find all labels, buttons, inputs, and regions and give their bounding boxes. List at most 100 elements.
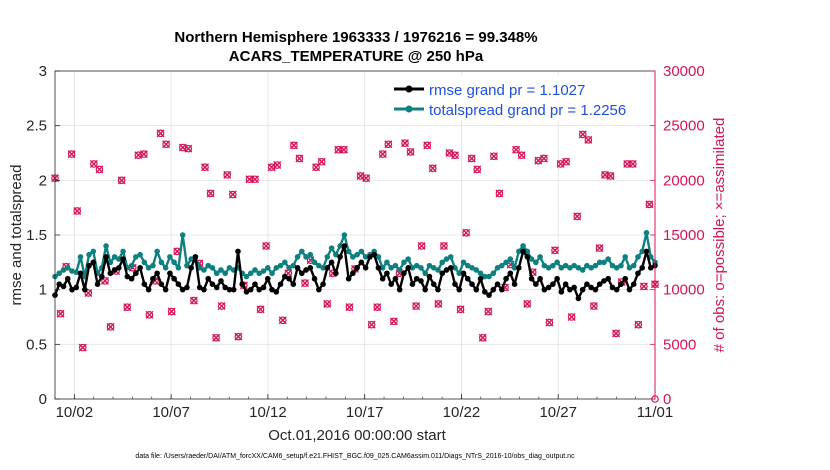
x-tick-label: 10/02 — [56, 404, 94, 421]
rmse-point — [167, 270, 173, 277]
rmse-point — [188, 265, 194, 271]
totalspread-point — [341, 232, 348, 238]
rmse-point — [584, 281, 590, 288]
totalspread-point — [90, 248, 97, 255]
rmse-point — [218, 278, 224, 284]
totalspread-point — [64, 265, 71, 271]
obs-assimilated-point — [539, 154, 548, 163]
obs-assimilated-point — [56, 309, 65, 318]
totalspread-point — [609, 262, 616, 269]
totalspread-point — [635, 254, 641, 260]
obs-assimilated-point — [278, 316, 287, 325]
obs-assimilated-point — [606, 171, 615, 180]
rmse-point — [201, 286, 207, 293]
totalspread-point — [150, 262, 156, 269]
totalspread-point — [464, 262, 471, 269]
obs-possible-point — [623, 160, 632, 168]
rmse-layer — [52, 243, 658, 302]
totalspread-point — [73, 269, 80, 275]
totalspread-point — [443, 256, 450, 262]
rmse-point — [133, 270, 139, 277]
obs-assimilated-point — [451, 151, 459, 160]
rmse-point — [175, 281, 182, 288]
obs-assimilated-point — [189, 296, 198, 305]
totalspread-point — [528, 256, 535, 262]
rmse-point — [422, 286, 429, 293]
rmse-point — [426, 273, 433, 280]
obs-possible-point — [273, 161, 282, 169]
totalspread-point — [209, 265, 216, 271]
rmse-point — [460, 270, 467, 277]
x-tick-label: 10/22 — [443, 404, 481, 421]
obs-possible-point — [317, 157, 326, 166]
rmse-point — [230, 286, 237, 293]
right-y-tick-label: 20000 — [663, 172, 705, 189]
obs-possible-point — [428, 164, 437, 173]
totalspread-point — [290, 262, 297, 269]
totalspread-point — [545, 265, 552, 271]
obs-possible-point — [278, 316, 287, 325]
rmse-point — [626, 286, 633, 293]
obs-assimilated-point — [639, 282, 648, 291]
rmse-point — [320, 281, 326, 288]
obs-assimilated-point — [589, 302, 598, 311]
obs-assimilated-point — [412, 302, 421, 311]
totalspread-point — [188, 256, 194, 262]
totalspread-point — [201, 267, 207, 273]
rmse-point — [243, 289, 250, 295]
obs-assimilated-point — [123, 303, 132, 312]
rmse-point — [562, 281, 569, 288]
totalspread-point — [392, 262, 399, 269]
obs-possible-point — [412, 302, 420, 310]
obs-assimilated-point — [289, 141, 298, 150]
right-y-tick-label: 25000 — [663, 118, 705, 135]
obs-assimilated-point — [256, 305, 265, 314]
totalspread-point — [171, 259, 177, 266]
obs-possible-point — [251, 175, 259, 184]
x-tick-label: 10/27 — [539, 404, 577, 421]
obs-assimilated-point — [628, 159, 637, 168]
totalspread-point — [218, 267, 224, 273]
rmse-point — [511, 281, 518, 288]
rmse-point — [150, 275, 156, 282]
totalspread-point — [60, 267, 67, 273]
obs-assimilated-point — [545, 318, 554, 327]
rmse-point — [141, 281, 148, 288]
rmse-point — [205, 275, 211, 282]
x-tick-label: 10/17 — [346, 404, 384, 421]
totalspread-point — [494, 265, 501, 271]
rmse-point — [550, 281, 556, 288]
totalspread-point — [481, 273, 488, 280]
obs-assimilated-point — [95, 165, 104, 174]
rmse-point — [107, 270, 114, 277]
rmse-point — [290, 281, 297, 288]
rmse-point — [388, 281, 394, 288]
obs-possible-point — [590, 302, 598, 310]
obs-possible-point — [551, 246, 559, 255]
totalspread-point — [622, 254, 629, 260]
totalspread-point — [413, 262, 420, 269]
obs-assimilated-point — [384, 140, 393, 149]
obs-possible-point — [584, 136, 593, 144]
obs-assimilated-point — [478, 333, 487, 342]
right-y-tick-label: 5000 — [663, 336, 696, 353]
left-y-tick-label: 2 — [39, 172, 47, 189]
rmse-point — [588, 284, 594, 291]
totalspread-point — [388, 265, 394, 271]
rmse-point — [86, 262, 92, 269]
obs-assimilated-point — [117, 176, 126, 185]
totalspread-point — [77, 254, 84, 260]
obs-assimilated-point — [323, 299, 332, 308]
totalspread-point — [307, 251, 314, 258]
obs-assimilated-point — [373, 303, 382, 312]
obs-possible-point — [628, 160, 637, 168]
rmse-point — [447, 265, 454, 271]
obs-possible-point — [390, 317, 398, 326]
obs-assimilated-point — [573, 212, 582, 221]
obs-possible-point — [95, 165, 104, 174]
rmse-point — [128, 275, 135, 282]
obs-assimilated-point — [228, 190, 237, 199]
totalspread-layer — [52, 230, 658, 280]
obs-possible-point — [562, 157, 570, 166]
